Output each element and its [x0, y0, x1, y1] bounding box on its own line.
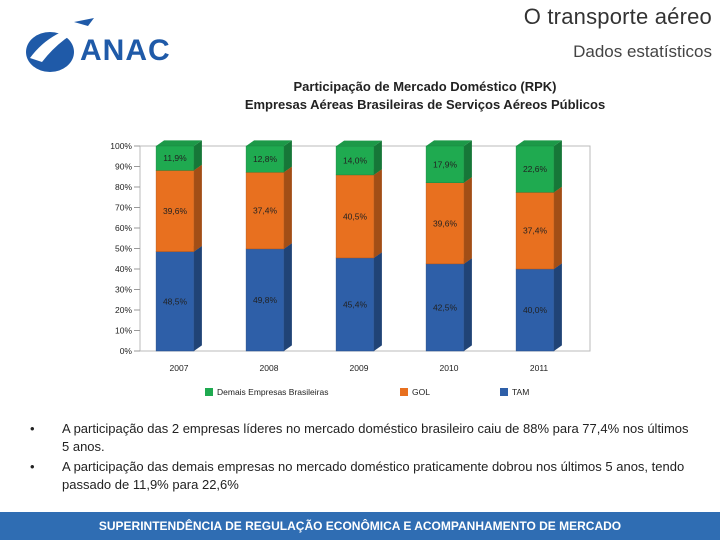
footer-text: SUPERINTENDÊNCIA DE REGULAÇÃO ECONÔMICA … — [98, 519, 622, 533]
bullet-item: • A participação das 2 empresas líderes … — [30, 420, 690, 456]
data-label: 11,9% — [163, 153, 187, 163]
data-label: 40,0% — [523, 305, 548, 315]
x-tick-label: 2011 — [530, 363, 549, 373]
y-tick-label: 90% — [115, 162, 132, 172]
anac-logo — [22, 18, 202, 78]
footer-bar: SUPERINTENDÊNCIA DE REGULAÇÃO ECONÔMICA … — [0, 512, 720, 540]
bar — [245, 171, 285, 250]
chart-title-line1: Participação de Mercado Doméstico (RPK) — [293, 79, 557, 94]
bar-side — [193, 140, 202, 171]
y-tick-label: 50% — [115, 244, 132, 254]
bar — [245, 248, 285, 352]
y-tick-label: 40% — [115, 264, 132, 274]
data-label: 49,8% — [253, 295, 278, 305]
y-tick-label: 10% — [115, 326, 132, 336]
data-label: 14,0% — [343, 156, 368, 166]
bar-top — [426, 140, 472, 146]
bar-side — [283, 243, 292, 351]
y-tick-label: 0% — [120, 346, 133, 356]
y-tick-label: 100% — [110, 141, 132, 151]
bar-side — [283, 166, 292, 249]
y-tick-label: 20% — [115, 305, 132, 315]
bar — [425, 182, 465, 265]
bar-side — [463, 177, 472, 264]
bar-side — [193, 245, 202, 351]
bar — [155, 251, 195, 352]
bar-top — [246, 140, 292, 146]
legend-swatch — [205, 388, 213, 396]
bullet-text: A participação das demais empresas no me… — [62, 459, 685, 492]
bar — [515, 145, 555, 193]
x-tick-label: 2010 — [440, 363, 459, 373]
chart-title: Participação de Mercado Doméstico (RPK) … — [180, 78, 670, 114]
legend-label: GOL — [412, 387, 430, 397]
bar-side — [193, 164, 202, 252]
logo-text: ANAC — [80, 34, 171, 67]
bar-side — [283, 140, 292, 173]
bar-side — [553, 140, 562, 193]
data-label: 48,5% — [163, 296, 188, 306]
y-tick-label: 70% — [115, 203, 132, 213]
data-label: 22,6% — [523, 164, 548, 174]
x-tick-label: 2007 — [170, 363, 189, 373]
bar-side — [373, 140, 382, 175]
airplane-logo-icon — [26, 18, 94, 72]
x-tick-label: 2009 — [350, 363, 369, 373]
legend-swatch — [500, 388, 508, 396]
bar — [245, 145, 285, 173]
data-label: 12,8% — [253, 154, 278, 164]
y-tick-label: 30% — [115, 285, 132, 295]
bar-top — [516, 140, 562, 146]
bar — [515, 192, 555, 270]
bar — [425, 145, 465, 183]
bar-side — [553, 263, 562, 351]
bullet-list: • A participação das 2 empresas líderes … — [30, 420, 690, 496]
data-label: 45,4% — [343, 299, 368, 309]
header-title: O transporte aéreo — [523, 4, 712, 29]
bar — [155, 170, 195, 252]
bullet-dot-icon: • — [30, 421, 35, 436]
legend-label: Demais Empresas Brasileiras — [217, 387, 328, 397]
bullet-item: • A participação das demais empresas no … — [30, 458, 690, 494]
legend-label: TAM — [512, 387, 529, 397]
bar-top — [336, 140, 382, 147]
data-label: 40,5% — [343, 211, 368, 221]
bar-side — [553, 186, 562, 269]
data-label: 39,6% — [433, 218, 458, 228]
data-label: 39,6% — [163, 206, 188, 216]
y-tick-label: 80% — [115, 182, 132, 192]
bar — [155, 145, 195, 171]
bar — [515, 268, 555, 352]
bar-side — [463, 258, 472, 351]
data-label: 37,4% — [253, 206, 278, 216]
header-subtitle: Dados estatísticos — [573, 42, 712, 61]
bar — [335, 145, 375, 176]
bar — [335, 174, 375, 259]
bar-top — [156, 140, 202, 146]
data-label: 17,9% — [433, 159, 458, 169]
stacked-bar-chart: 0% 10% 20% 30% 40% 50% 60% 70% 80% 90% 100% 48,5% 39… — [110, 140, 591, 397]
chart-title-line2: Empresas Aéreas Brasileiras de Serviços … — [244, 97, 606, 112]
bullet-dot-icon: • — [30, 459, 35, 474]
bar-side — [373, 252, 382, 351]
bullet-text: A participação das 2 empresas líderes no… — [62, 421, 689, 454]
bar-side — [463, 140, 472, 183]
data-label: 37,4% — [523, 226, 548, 236]
x-tick-label: 2008 — [260, 363, 279, 373]
legend-swatch — [400, 388, 408, 396]
data-label: 42,5% — [433, 302, 458, 312]
bar-side — [373, 169, 382, 258]
bar — [335, 257, 375, 352]
y-tick-label: 60% — [115, 223, 132, 233]
